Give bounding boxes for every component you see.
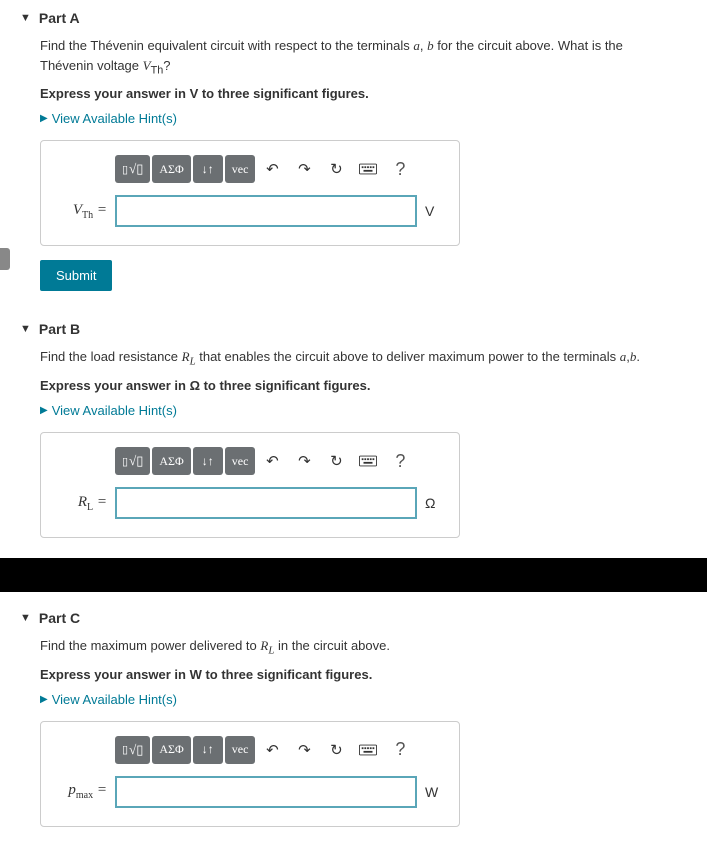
part-a-body: Find the Thévenin equivalent circuit wit…	[0, 36, 707, 311]
vec-button[interactable]: vec	[225, 447, 256, 475]
greek-button[interactable]: ΑΣΦ	[152, 736, 190, 764]
keyboard-icon	[359, 455, 377, 467]
equation-toolbar: ▯√▯ ΑΣΦ ↓↑ vec ↶ ↷ ↻ ?	[115, 736, 441, 764]
part-a-header[interactable]: ▼ Part A	[0, 0, 707, 36]
hints-label: View Available Hint(s)	[52, 111, 177, 126]
part-b-answer-row: RL = Ω	[59, 487, 441, 519]
vec-button[interactable]: vec	[225, 155, 256, 183]
part-c-answer-box: ▯√▯ ΑΣΦ ↓↑ vec ↶ ↷ ↻ ? pmax = W	[40, 721, 460, 827]
keyboard-button[interactable]	[353, 447, 383, 475]
part-a-instruction: Express your answer in V to three signif…	[40, 86, 667, 101]
templates-button[interactable]: ▯√▯	[115, 155, 150, 183]
hints-label: View Available Hint(s)	[52, 403, 177, 418]
triangle-right-icon: ▶	[40, 405, 48, 416]
part-b-unit: Ω	[425, 495, 441, 511]
equation-toolbar: ▯√▯ ΑΣΦ ↓↑ vec ↶ ↷ ↻ ?	[115, 447, 441, 475]
part-c-unit: W	[425, 784, 441, 800]
redo-button[interactable]: ↷	[289, 155, 319, 183]
help-button[interactable]: ?	[385, 155, 415, 183]
part-c-question: Find the maximum power delivered to RL i…	[40, 636, 667, 659]
part-c-title: Part C	[39, 610, 80, 626]
help-button[interactable]: ?	[385, 447, 415, 475]
caret-down-icon: ▼	[20, 612, 31, 624]
part-a-answer-row: VTh = V	[59, 195, 441, 227]
part-b-answer-input[interactable]	[115, 487, 417, 519]
help-button[interactable]: ?	[385, 736, 415, 764]
part-b-var-label: RL =	[59, 494, 107, 513]
reset-button[interactable]: ↻	[321, 736, 351, 764]
part-c-hints-link[interactable]: ▶ View Available Hint(s)	[40, 692, 667, 707]
part-a-var-label: VTh =	[59, 202, 107, 221]
part-a-section: ▼ Part A Find the Thévenin equivalent ci…	[0, 0, 707, 311]
part-a-unit: V	[425, 203, 441, 219]
triangle-right-icon: ▶	[40, 113, 48, 124]
part-a-title: Part A	[39, 10, 80, 26]
subscript-button[interactable]: ↓↑	[193, 447, 223, 475]
part-b-title: Part B	[39, 321, 80, 337]
templates-button[interactable]: ▯√▯	[115, 447, 150, 475]
equation-toolbar: ▯√▯ ΑΣΦ ↓↑ vec ↶ ↷ ↻ ?	[115, 155, 441, 183]
reset-button[interactable]: ↻	[321, 155, 351, 183]
keyboard-icon	[359, 744, 377, 756]
reset-button[interactable]: ↻	[321, 447, 351, 475]
part-c-body: Find the maximum power delivered to RL i…	[0, 636, 707, 847]
part-a-answer-box: ▯√▯ ΑΣΦ ↓↑ vec ↶ ↷ ↻ ? VTh = V	[40, 140, 460, 246]
keyboard-button[interactable]	[353, 736, 383, 764]
part-b-question: Find the load resistance RL that enables…	[40, 347, 667, 370]
redo-button[interactable]: ↷	[289, 447, 319, 475]
subscript-button[interactable]: ↓↑	[193, 736, 223, 764]
caret-down-icon: ▼	[20, 323, 31, 335]
greek-button[interactable]: ΑΣΦ	[152, 447, 190, 475]
part-b-instruction: Express your answer in Ω to three signif…	[40, 378, 667, 393]
caret-down-icon: ▼	[20, 12, 31, 24]
part-c-answer-row: pmax = W	[59, 776, 441, 808]
part-b-header[interactable]: ▼ Part B	[0, 311, 707, 347]
undo-button[interactable]: ↶	[257, 447, 287, 475]
side-collapse-tab[interactable]	[0, 248, 10, 270]
part-b-body: Find the load resistance RL that enables…	[0, 347, 707, 558]
part-b-answer-box: ▯√▯ ΑΣΦ ↓↑ vec ↶ ↷ ↻ ? RL = Ω	[40, 432, 460, 538]
vec-button[interactable]: vec	[225, 736, 256, 764]
keyboard-button[interactable]	[353, 155, 383, 183]
undo-button[interactable]: ↶	[257, 736, 287, 764]
part-c-answer-input[interactable]	[115, 776, 417, 808]
subscript-button[interactable]: ↓↑	[193, 155, 223, 183]
undo-button[interactable]: ↶	[257, 155, 287, 183]
greek-button[interactable]: ΑΣΦ	[152, 155, 190, 183]
triangle-right-icon: ▶	[40, 694, 48, 705]
keyboard-icon	[359, 163, 377, 175]
part-a-answer-input[interactable]	[115, 195, 417, 227]
part-c-header[interactable]: ▼ Part C	[0, 592, 707, 636]
divider-bar	[0, 558, 707, 592]
part-a-hints-link[interactable]: ▶ View Available Hint(s)	[40, 111, 667, 126]
part-a-question: Find the Thévenin equivalent circuit wit…	[40, 36, 667, 78]
part-b-section: ▼ Part B Find the load resistance RL tha…	[0, 311, 707, 558]
part-c-section: ▼ Part C Find the maximum power delivere…	[0, 592, 707, 847]
part-a-submit-button[interactable]: Submit	[40, 260, 112, 291]
hints-label: View Available Hint(s)	[52, 692, 177, 707]
part-c-var-label: pmax =	[59, 782, 107, 801]
part-c-instruction: Express your answer in W to three signif…	[40, 667, 667, 682]
redo-button[interactable]: ↷	[289, 736, 319, 764]
part-b-hints-link[interactable]: ▶ View Available Hint(s)	[40, 403, 667, 418]
templates-button[interactable]: ▯√▯	[115, 736, 150, 764]
